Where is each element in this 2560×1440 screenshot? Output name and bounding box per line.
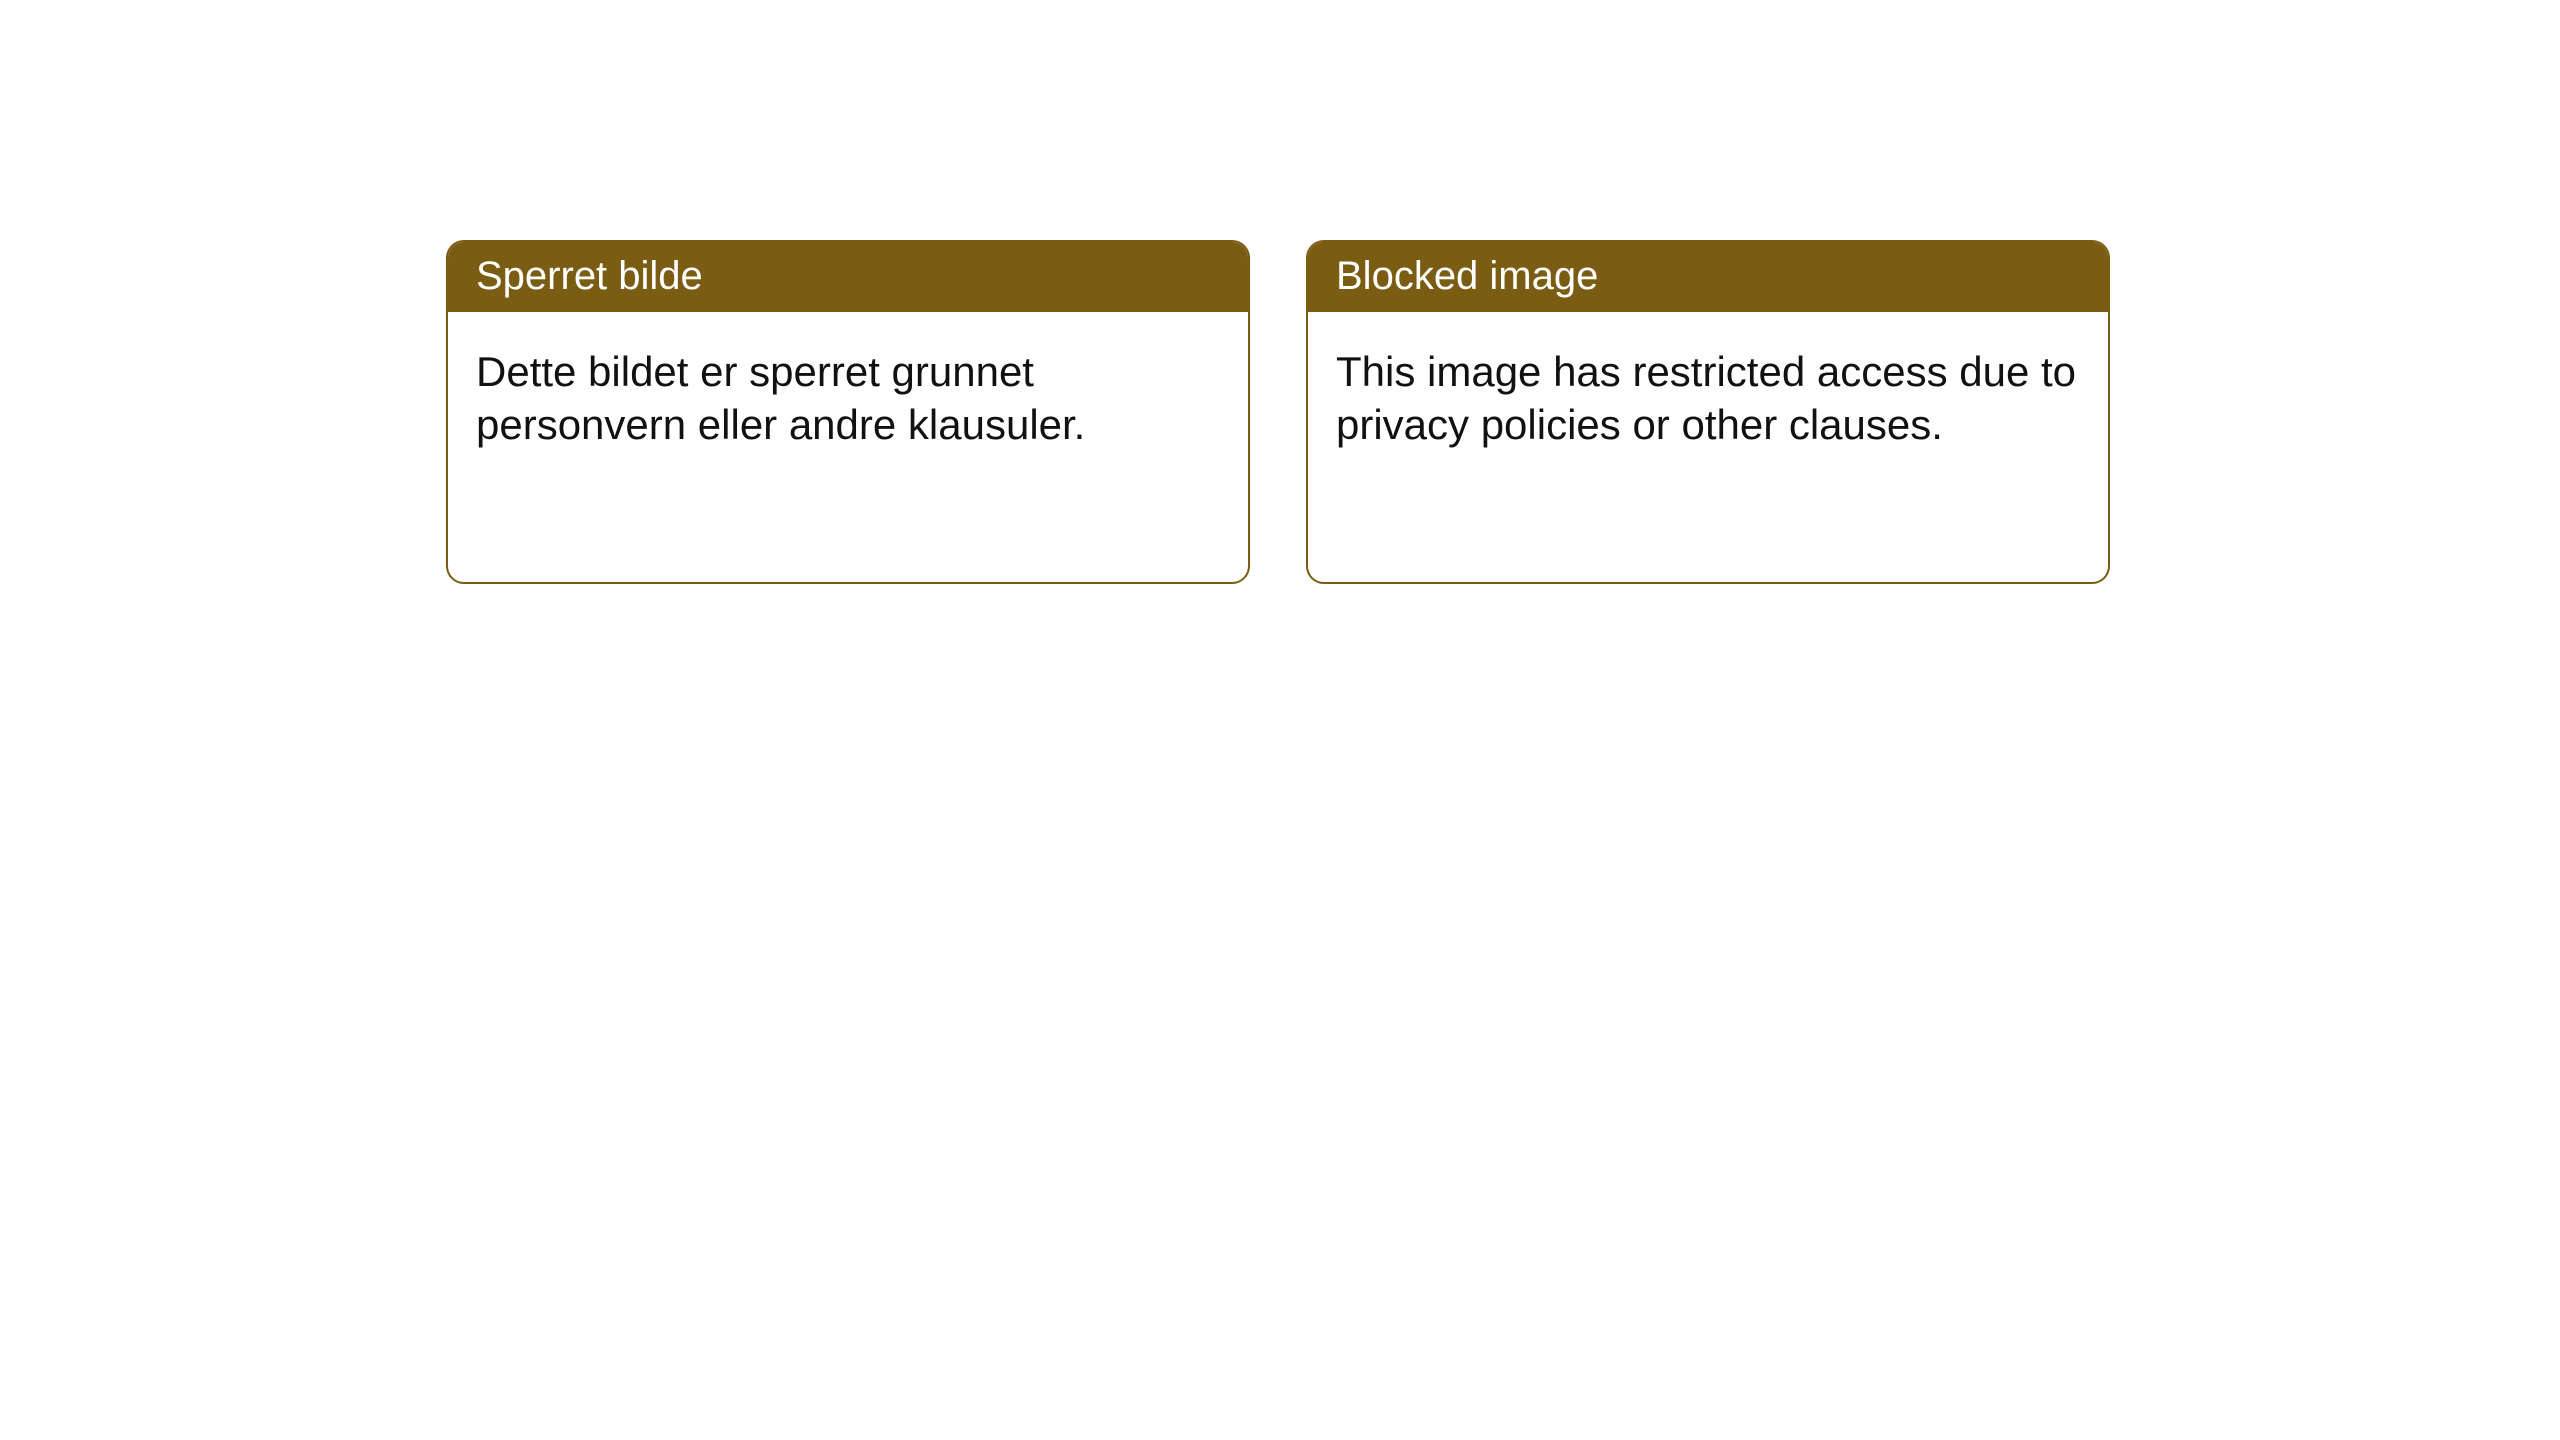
notice-card-body: Dette bildet er sperret grunnet personve… — [448, 312, 1248, 582]
notice-card-title: Sperret bilde — [448, 242, 1248, 312]
notice-card-message: This image has restricted access due to … — [1336, 346, 2080, 452]
notice-card-message: Dette bildet er sperret grunnet personve… — [476, 346, 1220, 452]
notice-card-english: Blocked image This image has restricted … — [1306, 240, 2110, 584]
notice-card-norwegian: Sperret bilde Dette bildet er sperret gr… — [446, 240, 1250, 584]
notice-card-container: Sperret bilde Dette bildet er sperret gr… — [446, 240, 2110, 584]
notice-card-body: This image has restricted access due to … — [1308, 312, 2108, 582]
notice-card-title: Blocked image — [1308, 242, 2108, 312]
